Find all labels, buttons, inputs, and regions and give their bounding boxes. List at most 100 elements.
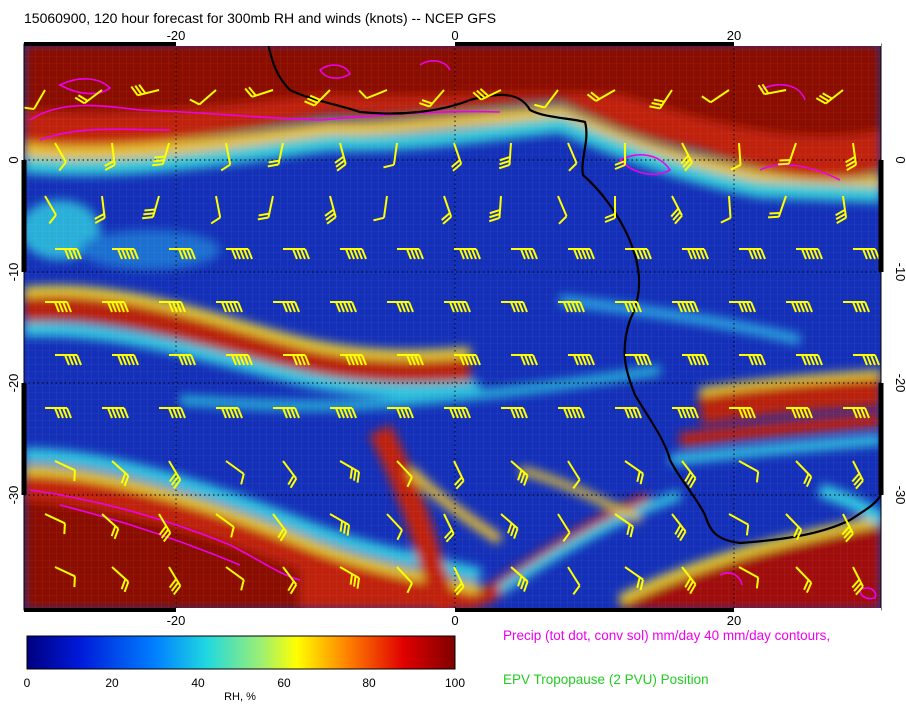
wind-barb: [729, 301, 756, 313]
wind-barb: [152, 142, 170, 167]
wind-barbs: [24, 83, 880, 596]
wind-barb: [216, 407, 243, 419]
wind-barb: [111, 460, 130, 487]
wind-barb: [738, 566, 760, 589]
wind-barb: [843, 407, 870, 419]
colorbar-tick: 100: [444, 676, 466, 690]
wind-barb: [373, 195, 388, 222]
lat-tick-left: -10: [6, 263, 21, 282]
wind-barb: [586, 89, 616, 102]
wind-barb: [614, 513, 634, 538]
wind-barb: [54, 142, 67, 172]
wind-barb: [94, 195, 106, 224]
wind-barb: [682, 248, 709, 260]
wind-barb: [142, 195, 160, 220]
wind-barb: [614, 143, 626, 170]
wind-barb: [112, 354, 139, 366]
wind-barb: [796, 248, 823, 260]
wind-barb: [853, 248, 880, 260]
wind-barb: [624, 566, 644, 591]
wind-barb: [500, 513, 519, 539]
frame-segments: [176, 42, 881, 612]
wind-barb: [339, 460, 361, 483]
wind-barb: [454, 354, 481, 366]
lon-tick-bottom: -20: [167, 613, 186, 628]
wind-barb: [785, 513, 803, 541]
wind-barb: [304, 89, 331, 107]
wind-barb: [795, 566, 813, 594]
colorbar-tick: 20: [105, 676, 119, 690]
wind-barb: [111, 566, 130, 593]
wind-barb: [488, 195, 502, 223]
wind-barb: [168, 566, 182, 596]
wind-barb: [101, 513, 120, 540]
wind-barb: [283, 248, 310, 260]
wind-barb: [568, 354, 595, 366]
wind-barb: [45, 301, 72, 313]
wind-barb: [220, 142, 232, 172]
wind-barb: [159, 301, 186, 313]
wind-barb: [74, 89, 103, 105]
wind-barb: [681, 566, 697, 595]
wind-barb: [510, 460, 529, 486]
wind-barb: [358, 89, 388, 100]
wind-barb: [324, 195, 337, 225]
wind-barb: [44, 195, 57, 225]
lat-tick-right: -30: [893, 486, 906, 505]
wind-barb: [330, 407, 357, 419]
wind-barb: [226, 248, 253, 260]
wind-barb: [720, 195, 732, 224]
wind-barb: [215, 513, 235, 538]
wind-barb: [244, 86, 274, 98]
wind-barb: [498, 142, 512, 170]
wind-barb: [853, 354, 880, 366]
wind-barb: [45, 407, 72, 419]
wind-barb: [845, 142, 858, 172]
wind-barb: [169, 354, 196, 366]
wind-barb: [54, 460, 76, 482]
wind-barb: [24, 89, 46, 111]
wind-barb: [453, 566, 465, 596]
wind-barb: [130, 84, 160, 97]
wind-barb: [159, 407, 186, 419]
wind-barb: [672, 407, 699, 419]
wind-barb: [786, 301, 813, 313]
wind-barb: [672, 301, 699, 313]
wind-barb: [615, 407, 642, 419]
wind-barb: [387, 301, 414, 313]
wind-barb: [443, 513, 455, 543]
wind-barb: [843, 301, 870, 313]
wind-barb: [624, 460, 644, 485]
wind-barb: [729, 407, 756, 419]
wind-barb: [615, 301, 642, 313]
wind-barb: [796, 354, 823, 366]
wind-barb: [339, 566, 361, 589]
wind-barb: [472, 88, 502, 101]
wind-barb: [682, 354, 709, 366]
wind-barb: [567, 142, 578, 172]
wind-barb: [216, 301, 243, 313]
wind-barb: [778, 142, 797, 166]
wind-barb: [567, 566, 581, 595]
wind-barb: [557, 513, 571, 542]
lat-tick-left: -20: [6, 374, 21, 393]
frame-side-ticks: [21, 160, 884, 495]
wind-barb: [841, 513, 854, 543]
wind-barb: [273, 301, 300, 313]
wind-barb: [671, 513, 687, 542]
chart-title: 15060900, 120 hour forecast for 300mb RH…: [24, 10, 497, 26]
lat-tick-left: 0: [6, 156, 21, 163]
wind-barb: [386, 513, 403, 541]
wind-barb: [835, 195, 848, 225]
lat-tick-left: -30: [6, 486, 21, 505]
wind-barb: [453, 460, 465, 490]
colorbar: [26, 635, 456, 670]
wind-barb: [329, 513, 351, 536]
wind-barb: [511, 248, 538, 260]
wind-barb: [226, 354, 253, 366]
wind-barb: [451, 142, 463, 172]
wind-barb: [795, 460, 813, 488]
wind-barb: [649, 89, 673, 110]
wind-barb: [112, 248, 139, 260]
